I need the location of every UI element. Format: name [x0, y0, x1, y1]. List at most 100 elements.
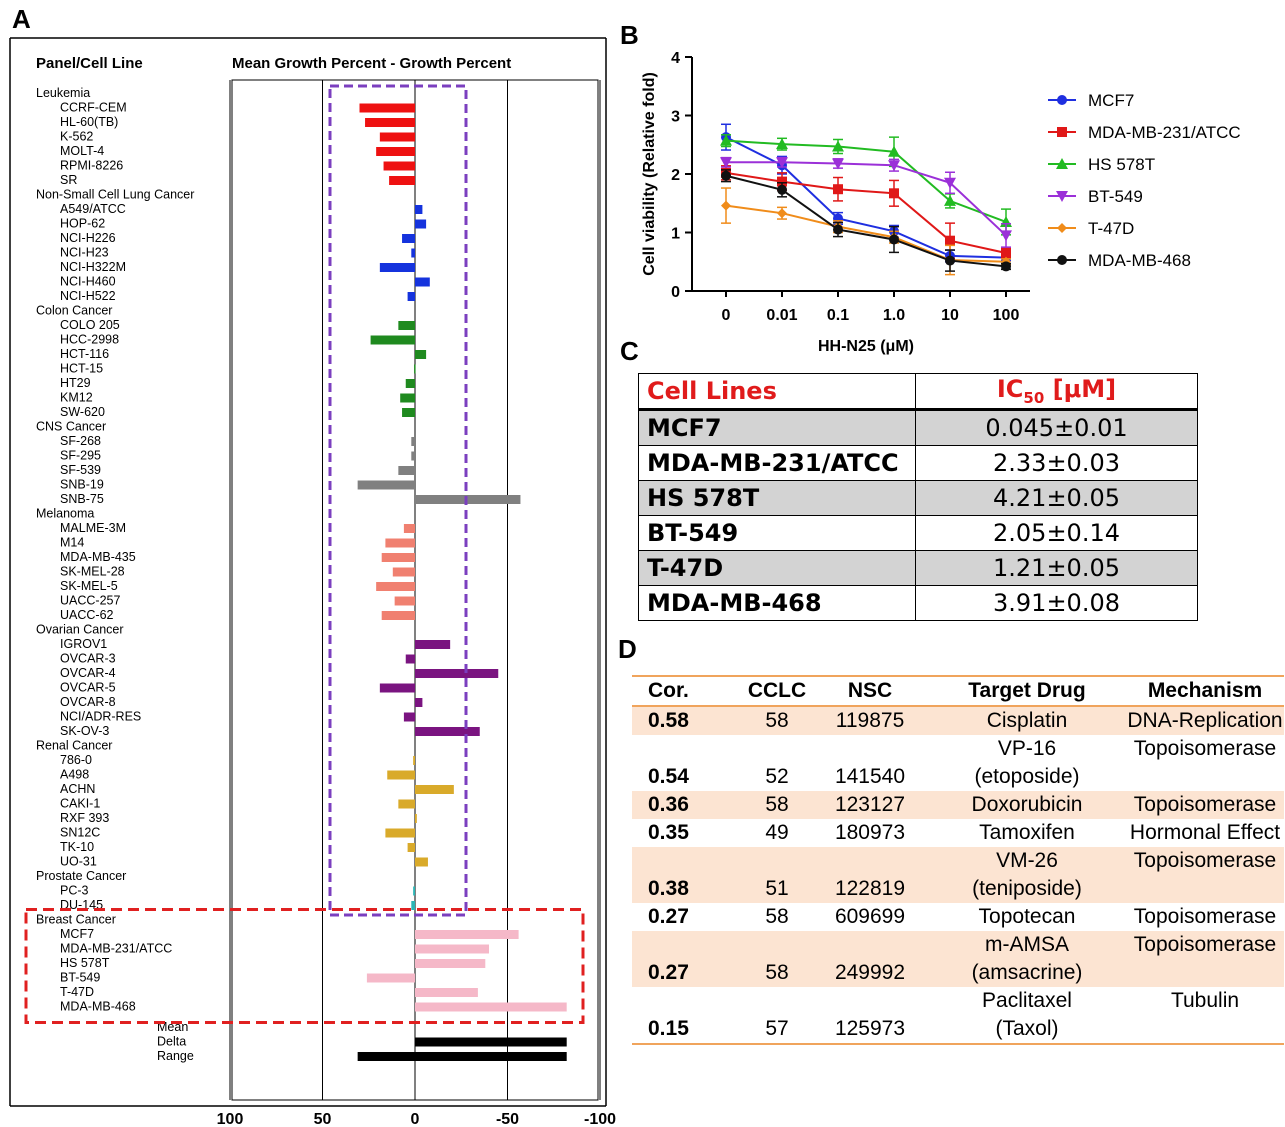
correlation-value: 0.27 — [648, 905, 689, 928]
data-point — [833, 213, 843, 224]
correlation-row: 0.15 57 125973 Paclitaxel (Taxol) Tubulin — [632, 987, 1284, 1045]
bar — [411, 901, 415, 910]
bar — [411, 248, 415, 258]
data-point — [832, 140, 844, 152]
data-point — [1056, 191, 1068, 202]
bar — [407, 292, 415, 301]
data-point — [1057, 127, 1067, 137]
bar — [415, 988, 478, 997]
data-point — [944, 194, 956, 206]
cell-line-label: OVCAR-4 — [60, 666, 116, 680]
group-label: CNS Cancer — [36, 420, 106, 434]
ic50-cell-line: HS 578T — [638, 480, 916, 516]
nsc-value: 249992 — [812, 931, 928, 987]
ic50-row: T-47D 1.21±0.05 — [638, 550, 1198, 586]
bar — [415, 669, 499, 678]
series-line — [725, 139, 1007, 223]
legend-label: BT-549 — [1088, 187, 1143, 206]
series-line — [725, 136, 1007, 259]
data-point — [720, 134, 732, 146]
bar — [415, 1002, 567, 1012]
bar — [415, 785, 454, 794]
header-mechanism: Mechanism — [1126, 675, 1284, 707]
cell-line-label: SK-OV-3 — [60, 724, 109, 738]
target-drug-alias: (teniposide) — [972, 877, 1082, 900]
bar — [381, 611, 415, 620]
ic50-row: BT-549 2.05±0.14 — [638, 515, 1198, 551]
bar — [381, 553, 415, 562]
cell-line-label: MALME-3M — [60, 521, 126, 535]
correlation-row: 0.27 58 609699 Topotecan Topoisomerase — [632, 903, 1284, 931]
ic50-row: MDA-MB-231/ATCC 2.33±0.03 — [638, 445, 1198, 481]
growth-percent-bar-chart: Panel/Cell Line Mean Growth Percent - Gro… — [9, 37, 616, 1127]
cell-line-label: COLO 205 — [60, 318, 120, 332]
cell-line-label: IGROV1 — [60, 637, 107, 651]
group-label: Ovarian Cancer — [36, 623, 124, 637]
cell-line-label: MDA-MB-231/ATCC — [60, 942, 172, 956]
data-point — [720, 157, 732, 169]
cell-line-label: SR — [60, 173, 77, 187]
cell-line-label: NCI-H322M — [60, 260, 126, 274]
ic50-header-ic: IC — [996, 375, 1024, 404]
bar — [403, 524, 415, 533]
bar — [387, 770, 415, 780]
ic50-cell-line: MCF7 — [638, 409, 916, 446]
target-drug-cell: Cisplatin — [928, 706, 1126, 735]
target-drug-cell: Paclitaxel (Taxol) — [928, 987, 1126, 1045]
data-point — [777, 208, 787, 219]
summary-label: Range — [157, 1049, 194, 1063]
data-point — [721, 132, 731, 143]
series-t-47d — [721, 187, 1011, 276]
cell-line-label: ACHN — [60, 782, 95, 796]
cell-line-label: NCI/ADR-RES — [60, 710, 141, 724]
group-label: Non-Small Cell Lung Cancer — [36, 188, 194, 202]
cclc-value: 49 — [765, 821, 789, 844]
cell-line-label: HL-60(TB) — [60, 115, 118, 129]
cell-line-label: CAKI-1 — [60, 797, 100, 811]
data-point — [776, 157, 788, 169]
cell-line-label: MCF7 — [60, 927, 94, 941]
cell-line-label: T-47D — [60, 985, 94, 999]
bar — [415, 959, 486, 968]
bar — [415, 219, 427, 229]
legend-label: MDA-MB-468 — [1088, 251, 1191, 270]
cell-line-label: RXF 393 — [60, 811, 109, 825]
data-point — [1001, 247, 1011, 258]
cell-line-label: UACC-257 — [60, 594, 120, 608]
x-tick-label: 10 — [941, 307, 959, 324]
nsc-value: 125973 — [812, 987, 928, 1045]
bar — [405, 379, 415, 388]
bar — [415, 727, 480, 736]
bar — [400, 393, 415, 403]
cell-line-label: MDA-MB-468 — [60, 1000, 136, 1014]
cclc-value: 51 — [742, 847, 812, 903]
cclc-value: 58 — [742, 791, 812, 819]
y-tick-label: 0 — [671, 284, 680, 301]
target-drug-alias: (etoposide) — [974, 765, 1080, 788]
correlation-row: 0.58 58 119875 Cisplatin DNA-Replication — [632, 706, 1284, 735]
bar — [413, 756, 415, 765]
data-point — [1001, 252, 1011, 263]
legend-label: T-47D — [1088, 219, 1134, 238]
data-point — [1001, 256, 1011, 267]
data-point — [776, 138, 788, 150]
series-line — [725, 174, 1007, 268]
panel-c-letter: C — [620, 336, 639, 366]
x-tick-label: 100 — [993, 307, 1020, 324]
x-tick-label: -50 — [496, 1111, 519, 1127]
target-drug-cell: Topotecan — [928, 903, 1126, 931]
nsc-value: 141540 — [834, 765, 906, 788]
ic50-header-value: IC50 [μM] — [915, 373, 1198, 411]
header-target-drug: Target Drug — [928, 675, 1126, 707]
nsc-value: 123127 — [812, 791, 928, 819]
header-panel-cell-line: Panel/Cell Line — [36, 55, 143, 72]
series-mcf7 — [721, 123, 1011, 263]
bar — [415, 857, 428, 867]
bar — [402, 408, 415, 417]
target-drug-name: m-AMSA — [985, 933, 1069, 956]
legend-label: MDA-MB-231/ATCC — [1088, 123, 1241, 142]
bar — [413, 886, 415, 896]
bar — [376, 582, 415, 591]
cell-line-label: MDA-MB-435 — [60, 550, 136, 564]
x-tick-label: -100 — [584, 1111, 616, 1127]
